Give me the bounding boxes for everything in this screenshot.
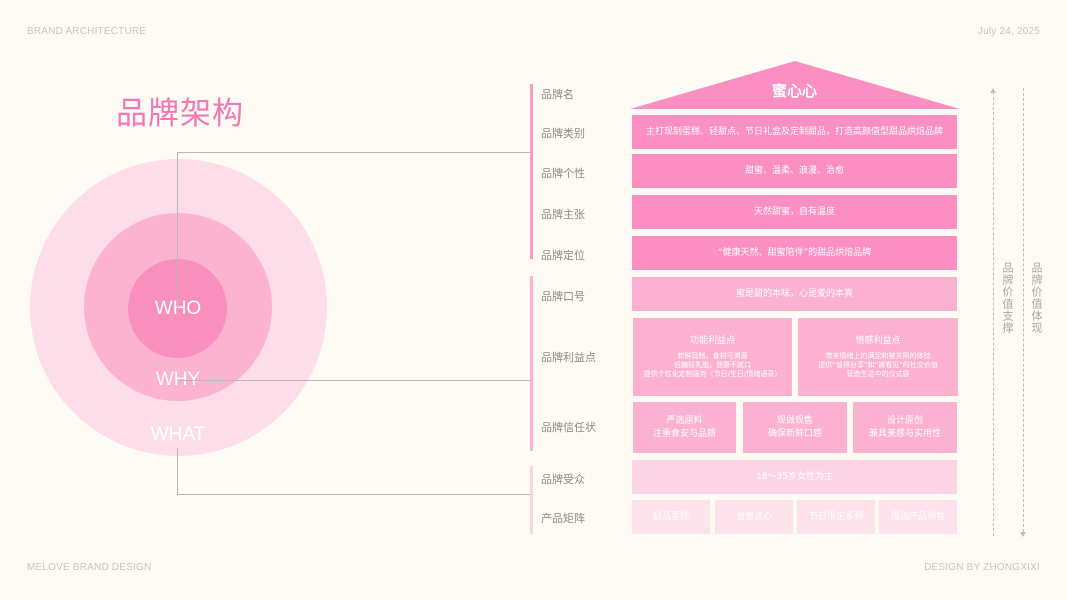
box-trust-3: 设计原创 兼具美感与实用性 [853,402,957,453]
trust-sub: 兼具美感与实用性 [868,428,941,439]
emotional-benefit-line: 提供“值得分享”和“被看见”的社交价值 [818,361,938,370]
row-label-positioning: 品牌定位 [541,249,585,262]
row-label-category: 品牌类别 [541,127,585,140]
header-left-text: BRAND ARCHITECTURE [27,26,147,37]
reflect-arrow-line [1023,88,1024,532]
brand-name: 蜜心心 [771,82,817,100]
box-personality: 甜蜜、温柔、浪漫、治愈 [632,154,957,188]
group-bar-who [530,84,533,259]
group-bar-why [530,276,533,451]
connector-why-horizontal [180,380,530,381]
box-emotional-benefit: 情感利益点 带来情绪上的满足和被关照的体验 提供“值得分享”和“被看见”的社交价… [798,318,958,396]
footer-left-text: MELOVE BRAND DESIGN [27,562,152,573]
functional-benefit-title: 功能利益点 [689,335,735,346]
box-slogan: 蜜是甜的本味，心是爱的本真 [632,277,957,311]
circle-label-why: WHY [155,369,201,390]
emotional-benefit-line: 带来情绪上的满足和被关照的体验 [825,351,931,360]
functional-benefit-line: 新鲜现制，食材可溯源 [677,351,748,360]
row-label-claim: 品牌主张 [541,208,585,221]
row-label-trust: 品牌信任状 [541,421,596,434]
connector-what-horizontal [177,494,530,495]
functional-benefit-line: 提供个性化定制服务（节日/生日/情绪语录） [643,370,782,379]
box-functional-benefit: 功能利益点 新鲜现制，食材可溯源 低糖轻乳脂，健康不腻口 提供个性化定制服务（节… [633,318,792,396]
side-label-reflect: 品牌价值体现 [1030,262,1043,334]
box-category: 主打现制蛋糕、轻甜点、节日礼盒及定制甜品，打造高颜值型甜品烘焙品牌 [632,115,957,149]
row-label-slogan: 品牌口号 [541,290,585,303]
roof-shape [630,61,960,109]
emotional-benefit-title: 情感利益点 [855,335,901,346]
side-label-support: 品牌价值支撑 [1001,262,1014,334]
box-claim: 天然甜蜜，自有温度 [632,195,957,229]
trust-title: 现做现售 [776,416,813,427]
footer-right-text: DESIGN BY ZHONGXIXI [924,562,1040,573]
box-product-4: 周边产品销售 [879,500,957,534]
trust-title: 严选原料 [666,416,703,427]
box-product-2: 治愈点心 [715,500,793,534]
row-label-benefits: 品牌利益点 [541,351,596,364]
reflect-arrow-head-icon [1020,532,1026,537]
emotional-benefit-lines: 带来情绪上的满足和被关照的体验 提供“值得分享”和“被看见”的社交价值 营造生活… [818,352,938,379]
circle-label-who: WHO [154,298,202,319]
functional-benefit-line: 低糖轻乳脂，健康不腻口 [674,361,751,370]
circle-label-what: WHAT [150,424,206,445]
support-arrow-line [993,92,994,536]
box-product-1: 甜品蛋糕 [632,500,710,534]
box-trust-2: 现做现售 确保新鲜口感 [743,402,847,453]
functional-benefit-lines: 新鲜现制，食材可溯源 低糖轻乳脂，健康不腻口 提供个性化定制服务（节日/生日/情… [644,352,782,379]
header-date: July 24, 2025 [977,26,1040,37]
trust-sub: 注重食安与品质 [652,428,716,439]
connector-who-vertical [177,152,178,309]
connector-who-horizontal [177,152,530,153]
box-product-3: 节日限定系列 [797,500,875,534]
box-audience: 18～35岁女性为主 [632,460,957,494]
box-positioning: “健康天然、甜蜜陪伴”的甜品烘焙品牌 [632,236,957,270]
row-label-audience: 品牌受众 [541,473,585,486]
row-label-name: 品牌名 [541,88,574,101]
trust-sub: 确保新鲜口感 [767,428,822,439]
row-label-personality: 品牌个性 [541,167,585,180]
box-trust-1: 严选原料 注重食安与品质 [633,402,736,453]
emotional-benefit-line: 营造生活中的仪式感 [846,370,910,379]
row-label-products: 产品矩阵 [541,512,585,525]
connector-what-vertical [177,448,178,495]
page-title: 品牌架构 [116,96,244,132]
trust-title: 设计原创 [886,416,923,427]
support-arrow-head-icon [990,88,996,93]
group-bar-what [530,466,533,534]
